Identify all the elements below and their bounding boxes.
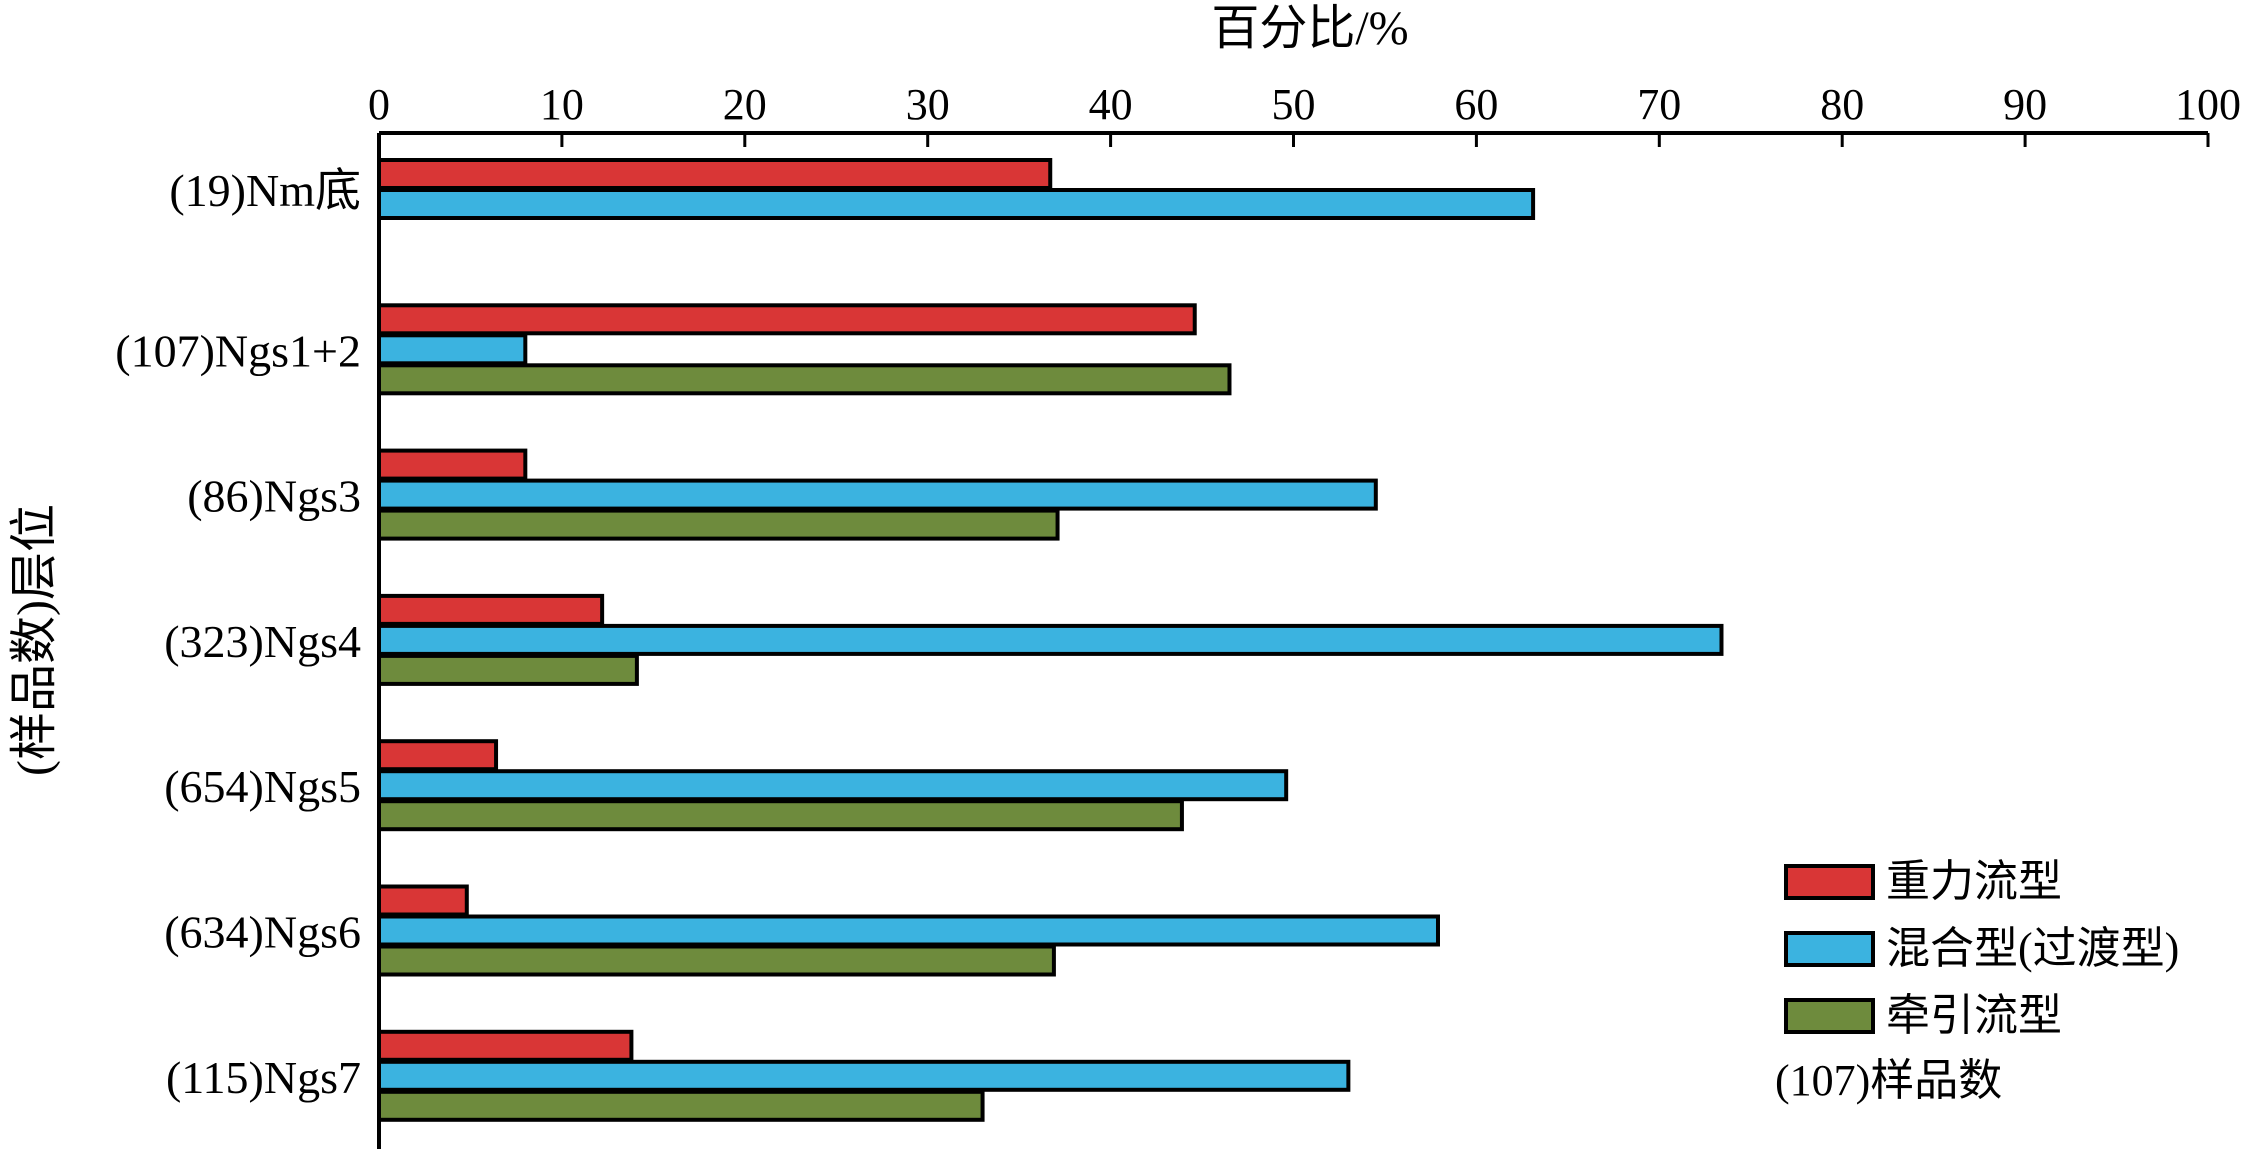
y-axis-title: (样品数)层位 bbox=[8, 504, 61, 776]
y-category-label: (654)Ngs5 bbox=[164, 761, 361, 812]
bar bbox=[377, 478, 1378, 511]
bar bbox=[377, 653, 639, 686]
legend-note: (107)样品数 bbox=[1775, 1056, 2002, 1105]
bar bbox=[377, 944, 1056, 977]
x-tick-label: 30 bbox=[906, 80, 950, 129]
x-tick-label: 40 bbox=[1089, 80, 1133, 129]
x-tick-label: 10 bbox=[540, 80, 584, 129]
bar bbox=[377, 1029, 634, 1062]
bar bbox=[377, 303, 1197, 336]
legend-swatch bbox=[1784, 998, 1875, 1034]
x-tick-label: 20 bbox=[723, 80, 767, 129]
legend-label: 混合型(过渡型) bbox=[1886, 924, 2179, 973]
x-tick-label: 60 bbox=[1454, 80, 1498, 129]
y-category-label: (107)Ngs1+2 bbox=[115, 325, 361, 376]
x-tick-label: 90 bbox=[2003, 80, 2047, 129]
x-tick-label: 80 bbox=[1820, 80, 1864, 129]
bars-layer bbox=[377, 158, 1724, 1122]
y-category-label: (19)Nm底 bbox=[169, 165, 361, 216]
bar bbox=[377, 769, 1289, 802]
y-axis: (19)Nm底 (107)Ngs1+2 (86)Ngs3 (323)Ngs4 (654)… bbox=[115, 165, 361, 1103]
bar bbox=[377, 188, 1536, 220]
bar bbox=[377, 363, 1232, 396]
y-category-label: (115)Ngs7 bbox=[166, 1052, 361, 1103]
bar bbox=[377, 914, 1440, 947]
bar bbox=[377, 158, 1053, 190]
bar bbox=[377, 593, 605, 626]
y-category-label: (634)Ngs6 bbox=[164, 907, 361, 958]
bar bbox=[377, 623, 1724, 656]
x-tick-label: 50 bbox=[1272, 80, 1316, 129]
bar bbox=[377, 333, 528, 366]
x-axis-title: 百分比/% bbox=[1211, 2, 1408, 55]
bar bbox=[377, 884, 469, 917]
legend-swatch bbox=[1784, 864, 1875, 900]
x-tick-label: 70 bbox=[1637, 80, 1681, 129]
x-tick-label: 0 bbox=[368, 80, 390, 129]
bar bbox=[377, 448, 528, 481]
bar bbox=[377, 799, 1184, 832]
x-tick-label: 100 bbox=[2175, 80, 2241, 129]
legend-label: 重力流型 bbox=[1886, 857, 2062, 906]
y-category-label: (86)Ngs3 bbox=[187, 471, 361, 522]
bar bbox=[377, 1059, 1351, 1092]
bar bbox=[377, 508, 1060, 541]
x-axis: 0 10 20 30 40 50 60 70 80 90 100 bbox=[368, 80, 2241, 1149]
bar bbox=[377, 1089, 985, 1122]
legend-swatch bbox=[1784, 931, 1875, 967]
y-category-label: (323)Ngs4 bbox=[164, 616, 361, 667]
legend-label: 牵引流型 bbox=[1886, 991, 2062, 1040]
bar bbox=[377, 739, 499, 772]
